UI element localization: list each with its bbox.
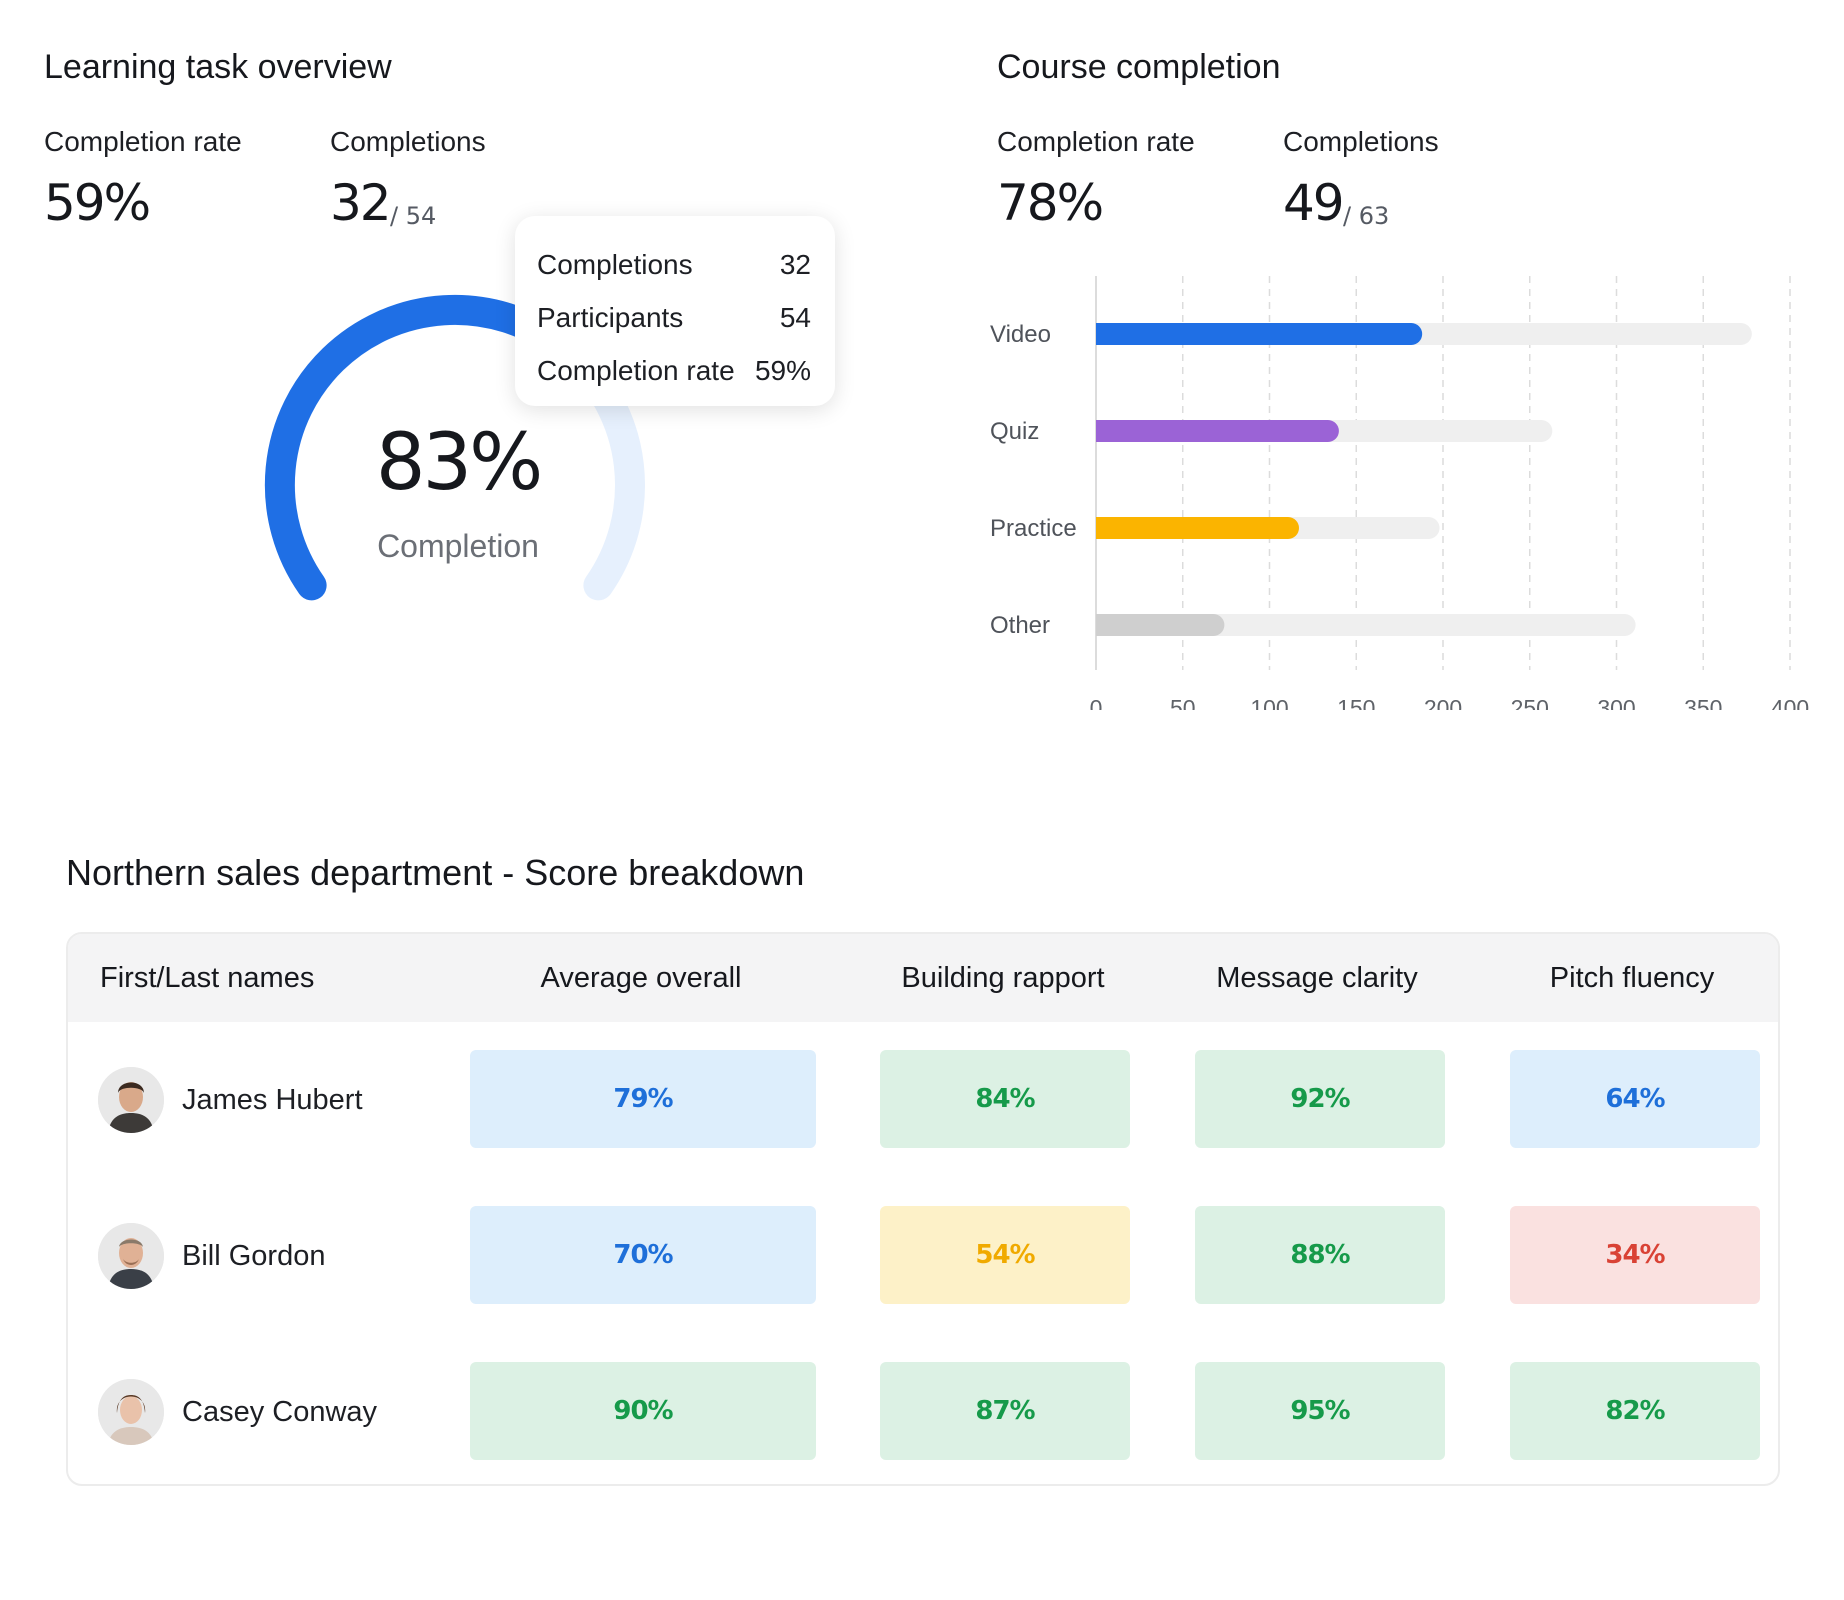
learning-rate-value: 59% (44, 174, 151, 232)
bar-quiz[interactable] (1096, 420, 1339, 442)
learning-completions-total: / 54 (390, 202, 437, 230)
tooltip-label: Participants (537, 301, 684, 333)
table-row[interactable]: Casey Conway 90% 87% 95% 82% (68, 1334, 1778, 1484)
score-building-rapport: 54% (880, 1206, 1130, 1304)
x-tick-label: 100 (1250, 695, 1288, 710)
tooltip-value: 54 (779, 301, 811, 333)
score-pitch-fluency: 64% (1510, 1050, 1760, 1148)
header-building-rapport: Building rapport (901, 962, 1105, 994)
x-tick-label: 200 (1424, 695, 1462, 710)
x-tick-label: 50 (1170, 695, 1196, 710)
score-message-clarity: 95% (1195, 1362, 1445, 1460)
category-label: Other (990, 612, 1050, 639)
bar-edge (1096, 517, 1107, 539)
x-tick-label: 300 (1597, 695, 1635, 710)
learning-panel-title: Learning task overview (44, 48, 392, 86)
table-row[interactable]: James Hubert 79% 84% 92% 64% (68, 1022, 1778, 1178)
learning-rate-label: Completion rate (44, 126, 242, 157)
tooltip-row-completion-rate: Completion rate 59% (537, 344, 811, 397)
x-tick-label: 150 (1337, 695, 1375, 710)
score-pitch-fluency: 34% (1510, 1206, 1760, 1304)
tooltip-row-completions: Completions 32 (537, 238, 811, 291)
tooltip-label: Completion rate (537, 354, 735, 386)
table-title: Northern sales department - Score breakd… (66, 852, 805, 893)
learning-completions-value: 32 (330, 174, 392, 232)
learning-completions-label: Completions (330, 126, 486, 157)
avatar (98, 1067, 164, 1133)
person-cell: Bill Gordon (98, 1178, 325, 1334)
score-building-rapport: 87% (880, 1362, 1130, 1460)
gauge-label: Completion (377, 528, 539, 564)
category-label: Video (990, 321, 1051, 348)
x-tick-label: 400 (1771, 695, 1809, 710)
gauge-value: 83% (375, 418, 543, 508)
tooltip-label: Completions (537, 248, 693, 280)
header-average-overall: Average overall (540, 962, 742, 994)
course-panel-title: Course completion (997, 48, 1281, 86)
score-average-overall: 90% (470, 1362, 816, 1460)
category-label: Quiz (990, 418, 1039, 445)
completion-gauge (264, 294, 645, 601)
table-row[interactable]: Bill Gordon 70% 54% 88% 34% (68, 1178, 1778, 1334)
course-rate-label: Completion rate (997, 126, 1195, 157)
course-completions-total: / 63 (1343, 202, 1390, 230)
score-pitch-fluency: 82% (1510, 1362, 1760, 1460)
avatar (98, 1223, 164, 1289)
gauge-tooltip: Completions 32 Participants 54 Completio… (515, 216, 835, 406)
x-tick-label: 350 (1684, 695, 1722, 710)
tooltip-row-participants: Participants 54 (537, 291, 811, 344)
bar-video[interactable] (1096, 323, 1423, 345)
score-message-clarity: 88% (1195, 1206, 1445, 1304)
course-completions-value: 49 (1283, 174, 1345, 232)
bar-edge (1096, 323, 1107, 345)
course-bar-chart: 0 50 100 150 200 250 300 350 400 Video Quiz Practic… (990, 276, 1809, 710)
course-rate-value: 78% (997, 174, 1104, 232)
person-cell: Casey Conway (98, 1334, 378, 1484)
person-cell: James Hubert (98, 1022, 363, 1178)
score-table: First/Last names Average overall Buildin… (66, 932, 1780, 1486)
score-building-rapport: 84% (880, 1050, 1130, 1148)
table-header: First/Last names Average overall Buildin… (68, 934, 1778, 1022)
x-tick-label: 0 (1090, 695, 1103, 710)
bar-other[interactable] (1096, 614, 1225, 636)
bar-track (1096, 614, 1636, 636)
bar-edge (1096, 420, 1107, 442)
bar-practice[interactable] (1096, 517, 1299, 539)
category-label: Practice (990, 515, 1077, 542)
score-message-clarity: 92% (1195, 1050, 1445, 1148)
gauge-fill (264, 294, 575, 601)
tooltip-value: 32 (779, 248, 811, 280)
avatar (98, 1379, 164, 1445)
person-name: James Hubert (182, 1083, 363, 1116)
header-names: First/Last names (100, 962, 315, 994)
course-completions-label: Completions (1283, 126, 1439, 157)
person-name: Bill Gordon (182, 1239, 326, 1272)
header-pitch-fluency: Pitch fluency (1549, 962, 1715, 994)
score-average-overall: 70% (470, 1206, 816, 1304)
x-tick-label: 250 (1511, 695, 1549, 710)
person-name: Casey Conway (182, 1395, 378, 1428)
header-message-clarity: Message clarity (1216, 962, 1418, 994)
score-average-overall: 79% (470, 1050, 816, 1148)
tooltip-value: 59% (754, 354, 811, 386)
bar-edge (1096, 614, 1107, 636)
